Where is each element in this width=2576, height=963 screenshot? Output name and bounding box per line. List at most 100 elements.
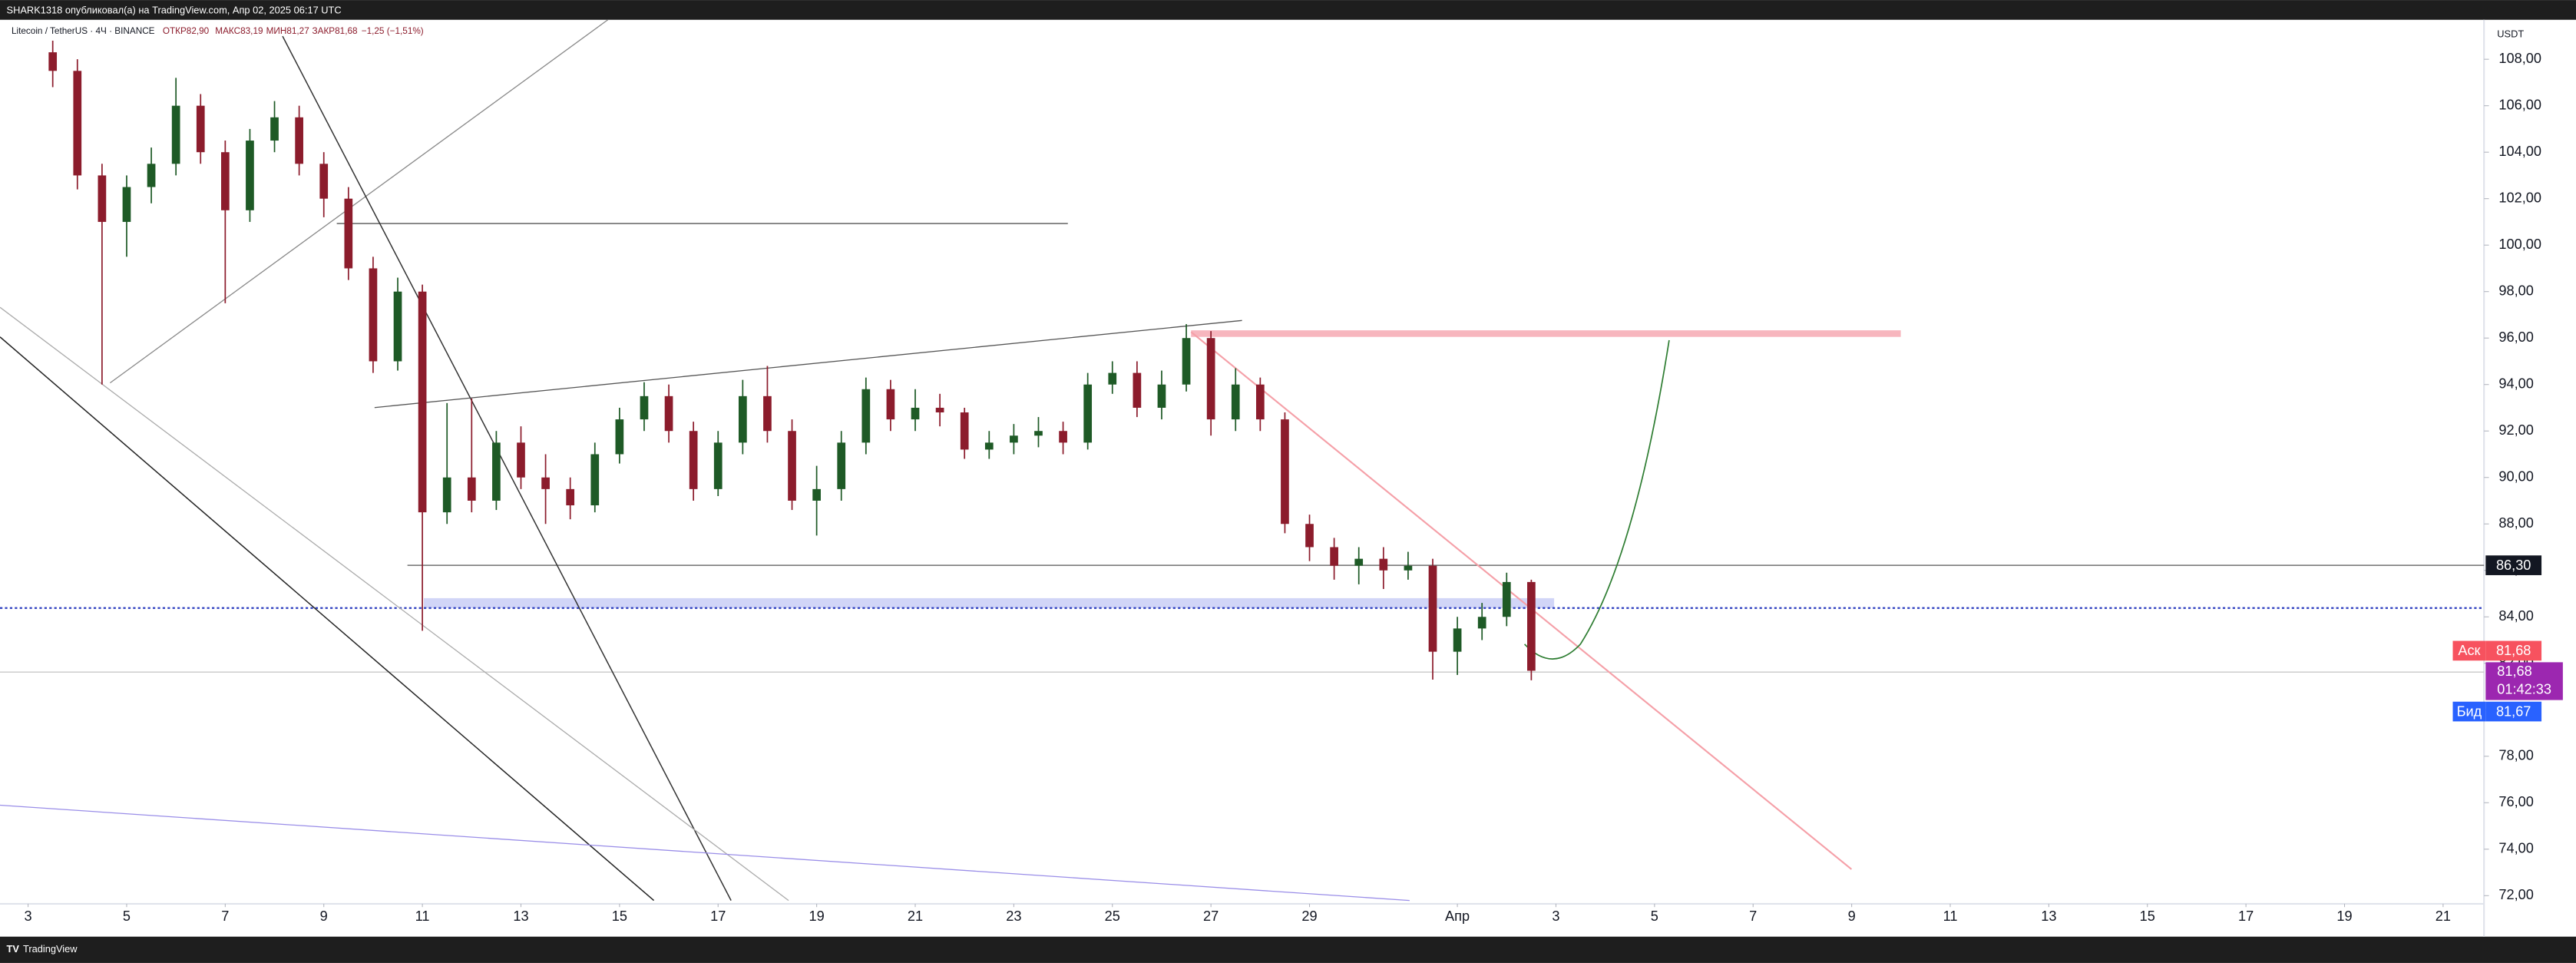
x-tick-label: 19 <box>809 908 825 924</box>
candle-body <box>48 52 58 71</box>
legend-low: МИН81,27 <box>266 26 309 36</box>
candle-body <box>1108 372 1117 385</box>
legend-symbol: Litecoin / TetherUS · 4Ч · BINANCE <box>12 26 155 36</box>
candle-body <box>1379 558 1388 571</box>
candle-body <box>517 442 525 478</box>
legend-open: ОТКР82,90 <box>163 26 210 36</box>
candle-body <box>1010 435 1018 443</box>
brand-logo: TV <box>7 943 20 955</box>
candle-body <box>1231 384 1240 420</box>
support-zone <box>424 597 1555 608</box>
x-tick-label: 3 <box>1552 908 1559 924</box>
candle-body <box>788 431 796 501</box>
candle-body <box>1059 431 1067 443</box>
resistance-zone <box>1191 330 1901 337</box>
x-tick-label: 7 <box>221 908 229 924</box>
x-tick-label: 19 <box>2336 908 2352 924</box>
candle-body <box>1133 372 1142 408</box>
y-tick-label: 104,00 <box>2498 144 2541 159</box>
candle-body <box>73 71 82 176</box>
candle-body <box>147 164 156 187</box>
x-tick-label: 15 <box>612 908 627 924</box>
price-tags: 86,30 Аск 81,68 81,68 01:42:33 Бид 81,67 <box>2452 555 2563 722</box>
x-tick-label: 25 <box>1105 908 1120 924</box>
trend-line <box>282 35 732 901</box>
brand: TradingView <box>23 943 78 955</box>
x-tick-label: 13 <box>513 908 528 924</box>
countdown: 01:42:33 <box>2497 682 2551 697</box>
candle-body <box>984 442 994 450</box>
candle-body <box>1157 384 1166 408</box>
candle-body <box>122 187 131 222</box>
candle-body <box>763 395 772 432</box>
bottom-bar <box>0 936 2576 963</box>
candle-body <box>1182 338 1191 385</box>
y-tick-label: 74,00 <box>2498 841 2533 856</box>
projection-curve <box>1523 339 1670 660</box>
candle-body <box>270 117 279 141</box>
candle-body <box>960 412 969 450</box>
candle-body <box>713 442 723 489</box>
candle-body <box>1083 384 1093 443</box>
x-tick-label: 3 <box>25 908 32 924</box>
legend-high: МАКС83,19 <box>215 26 263 36</box>
candle-body <box>664 395 673 432</box>
level-tag <box>2485 555 2542 575</box>
candle-body <box>812 488 821 501</box>
candle-body <box>1206 338 1215 420</box>
y-tick-label: 88,00 <box>2498 515 2533 531</box>
y-tick-label: 78,00 <box>2498 748 2533 763</box>
x-tick-label: 29 <box>1301 908 1317 924</box>
candle-body <box>319 164 329 199</box>
bid-price <box>2485 701 2542 722</box>
candles <box>48 40 1536 680</box>
y-tick-label: 94,00 <box>2498 376 2533 392</box>
x-tick-label: 5 <box>1651 908 1658 924</box>
x-tick-label: 7 <box>1749 908 1757 924</box>
candle-body <box>911 407 920 420</box>
candle-body <box>1305 524 1314 548</box>
y-tick-label: 106,00 <box>2498 97 2541 112</box>
candle-body <box>837 442 846 489</box>
candle-body <box>1527 581 1536 671</box>
candle-body <box>590 454 600 506</box>
x-tick-label: 9 <box>320 908 328 924</box>
x-tick-label: 23 <box>1006 908 1021 924</box>
candle-body <box>566 488 575 506</box>
bid-tag-text: Бид <box>2457 703 2482 719</box>
y-tick-label: 84,00 <box>2498 608 2533 624</box>
x-tick-label: 13 <box>2041 908 2056 924</box>
candle-body <box>220 152 230 210</box>
legend-change: −1,25 (−1,51%) <box>362 26 424 36</box>
candle-body <box>171 105 180 164</box>
y-tick-label: 90,00 <box>2498 469 2533 485</box>
trend-line <box>0 306 789 902</box>
candle-body <box>640 395 649 420</box>
ask-tag <box>2452 640 2486 661</box>
drawings <box>0 19 2485 902</box>
y-tick-label: 96,00 <box>2498 329 2533 345</box>
candle-body <box>541 477 550 489</box>
y-tick-label: 98,00 <box>2498 283 2533 299</box>
x-tick-label: 11 <box>1943 908 1958 924</box>
candle-body <box>1404 565 1413 571</box>
y-tick-label: 100,00 <box>2498 237 2541 252</box>
y-tick-label: 72,00 <box>2498 887 2533 902</box>
candle-body <box>1281 419 1289 525</box>
bid-price-text: 81,67 <box>2496 703 2531 719</box>
y-tick-label: 76,00 <box>2498 794 2533 809</box>
ask-tag-text: Аск <box>2458 643 2481 658</box>
trend-line <box>109 19 609 384</box>
candle-body <box>98 175 107 222</box>
x-tick-label: 11 <box>415 908 430 924</box>
candle-body <box>295 117 303 164</box>
candle-body <box>369 268 378 362</box>
trend-line <box>0 336 655 902</box>
candle-body <box>1034 431 1043 436</box>
top-bar <box>0 0 2576 20</box>
candle-body <box>196 105 205 153</box>
wedge-line <box>374 319 1242 409</box>
last-price-text: 81,68 <box>2497 664 2531 679</box>
candle-body <box>1477 617 1486 629</box>
